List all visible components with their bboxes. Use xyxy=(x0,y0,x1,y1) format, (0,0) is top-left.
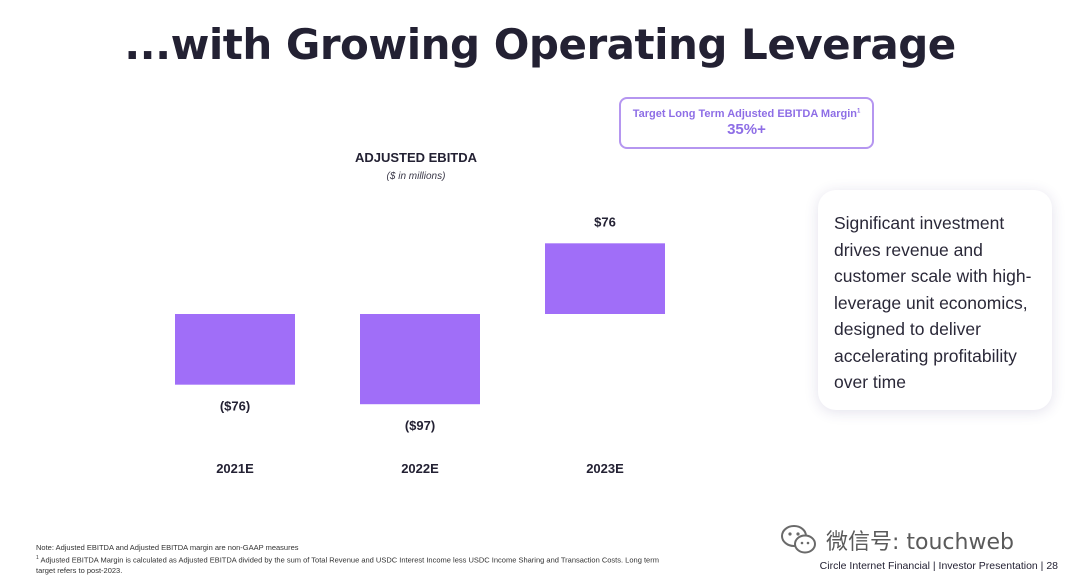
target-margin-label: Target Long Term Adjusted EBITDA Margin1 xyxy=(632,108,861,120)
footnotes: Note: Adjusted EBITDA and Adjusted EBITD… xyxy=(36,543,676,576)
target-margin-value: 35%+ xyxy=(727,121,766,138)
bar-2021E xyxy=(175,314,295,385)
callout-card: Significant investment drives revenue an… xyxy=(818,190,1052,410)
footnote-margin-definition: 1 Adjusted EBITDA Margin is calculated a… xyxy=(36,555,659,575)
target-margin-box: Target Long Term Adjusted EBITDA Margin1… xyxy=(619,97,874,149)
bar-2023E xyxy=(545,243,665,314)
chart-title: ADJUSTED EBITDA xyxy=(354,150,478,165)
data-label-2022E: ($97) xyxy=(405,418,435,433)
category-label-2023E: 2023E xyxy=(586,461,624,476)
data-label-2023E: $76 xyxy=(594,214,616,229)
chart-subtitle: ($ in millions) xyxy=(386,171,446,182)
slide-footer: Circle Internet Financial | Investor Pre… xyxy=(819,560,1058,572)
bar-2022E xyxy=(360,314,480,405)
data-label-2021E: ($76) xyxy=(220,399,250,414)
category-label-2022E: 2022E xyxy=(401,461,439,476)
target-footnote-mark: 1 xyxy=(856,108,861,115)
watermark: 微信号: touchweb xyxy=(780,520,1014,560)
watermark-text: 微信号: touchweb xyxy=(826,530,1014,555)
wechat-icon xyxy=(781,525,816,554)
category-label-2021E: 2021E xyxy=(216,461,254,476)
slide-title: ...with Growing Operating Leverage xyxy=(124,20,956,69)
callout-text: Significant investment drives revenue an… xyxy=(834,213,1032,392)
footnote-non-gaap: Note: Adjusted EBITDA and Adjusted EBITD… xyxy=(36,543,299,552)
